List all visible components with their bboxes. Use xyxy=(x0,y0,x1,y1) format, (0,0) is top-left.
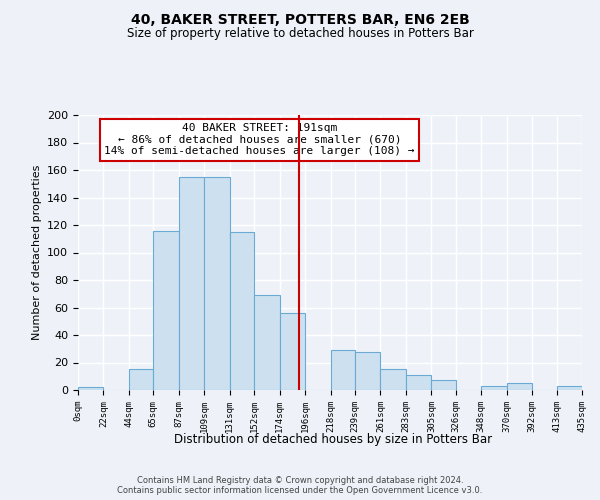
Bar xyxy=(78,387,103,390)
Bar xyxy=(506,383,532,390)
Bar xyxy=(154,230,179,390)
Bar xyxy=(380,370,406,390)
Bar xyxy=(280,313,305,390)
Text: Size of property relative to detached houses in Potters Bar: Size of property relative to detached ho… xyxy=(127,28,473,40)
Bar xyxy=(481,386,506,390)
Bar xyxy=(557,386,582,390)
Bar xyxy=(204,177,230,390)
Bar xyxy=(431,380,456,390)
Bar xyxy=(355,352,380,390)
Y-axis label: Number of detached properties: Number of detached properties xyxy=(32,165,41,340)
Bar xyxy=(331,350,355,390)
Text: 40 BAKER STREET: 191sqm
← 86% of detached houses are smaller (670)
14% of semi-d: 40 BAKER STREET: 191sqm ← 86% of detache… xyxy=(104,123,415,156)
Bar xyxy=(406,375,431,390)
Bar xyxy=(254,295,280,390)
Text: Distribution of detached houses by size in Potters Bar: Distribution of detached houses by size … xyxy=(174,432,492,446)
Bar xyxy=(230,232,254,390)
Text: 40, BAKER STREET, POTTERS BAR, EN6 2EB: 40, BAKER STREET, POTTERS BAR, EN6 2EB xyxy=(131,12,469,26)
Bar xyxy=(129,370,154,390)
Text: Contains HM Land Registry data © Crown copyright and database right 2024.
Contai: Contains HM Land Registry data © Crown c… xyxy=(118,476,482,495)
Bar xyxy=(179,177,204,390)
